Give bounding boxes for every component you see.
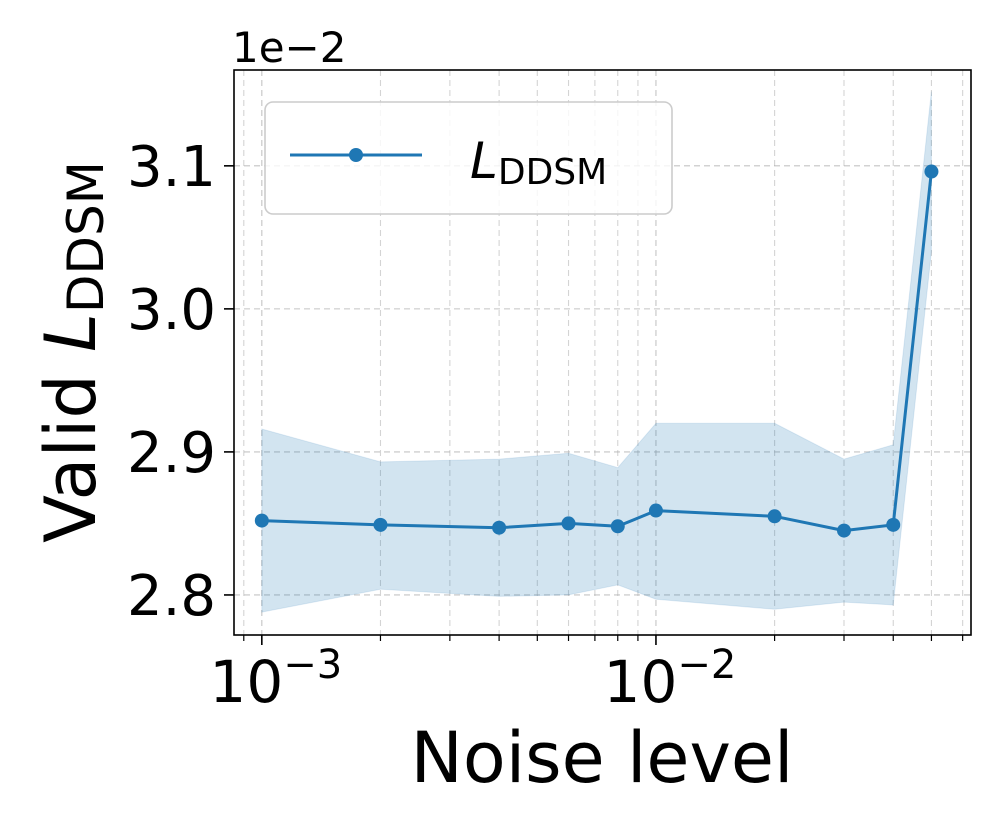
data-point [373,517,388,532]
legend-marker-sample [349,148,363,162]
y-tick-label: 2.9 [127,421,216,486]
data-point [924,164,939,179]
y-offset-text: 1e−2 [232,23,346,72]
axis-ticks: 10−3 10−22.82.93.03.1 [127,135,964,716]
data-point [561,516,576,531]
y-tick-label: 3.1 [127,135,216,200]
x-tick-label: 10−3 [209,642,342,716]
series-line [261,171,933,533]
data-point [837,523,852,538]
y-axis-title-subscript: DDSM [57,161,115,313]
legend-subscript: DDSM [498,152,607,193]
series-line-group [261,171,933,533]
y-axis-title-prefix: Valid [30,352,112,543]
legend-box [264,101,673,215]
data-point [767,509,782,524]
x-axis-title: Noise level [411,717,794,799]
y-axis-title: Valid LDDSM [30,161,115,543]
legend-symbol: L [470,132,498,190]
legend-label: LDDSM [470,132,607,193]
data-point [610,519,625,534]
data-point [648,503,663,518]
x-tick-label-exponent: −2 [677,642,736,688]
plot-frame [233,69,972,636]
y-axis-title-symbol: L [30,313,112,352]
confidence-band-group [261,91,932,613]
data-point [886,517,901,532]
legend: LDDSM [264,101,673,215]
y-tick-label: 2.8 [127,564,216,629]
x-tick-label-base: 10 [209,648,283,716]
data-point [492,520,507,535]
data-point-group [254,164,939,538]
data-point [254,513,269,528]
confidence-band [261,91,932,613]
x-tick-label-exponent: −3 [283,642,342,688]
y-tick-label: 3.0 [127,278,216,343]
x-tick-label: 10−2 [604,642,737,716]
x-tick-label-base: 10 [604,648,678,716]
